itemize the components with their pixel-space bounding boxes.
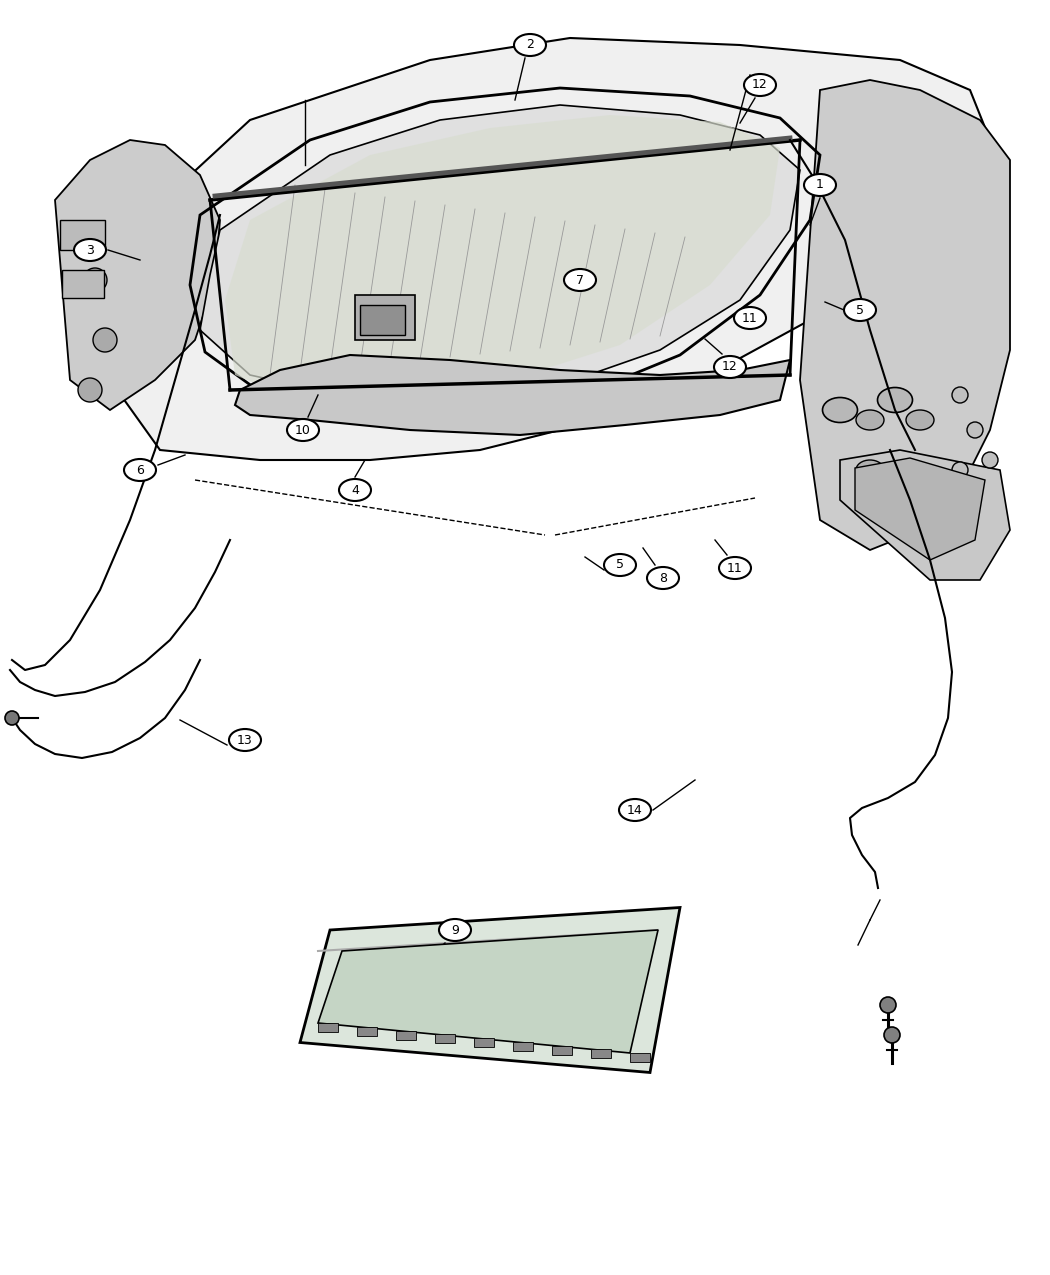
Polygon shape	[300, 908, 680, 1072]
Ellipse shape	[856, 460, 884, 479]
Polygon shape	[840, 450, 1010, 580]
Ellipse shape	[844, 300, 876, 321]
Ellipse shape	[822, 398, 858, 422]
Text: 6: 6	[136, 464, 144, 477]
Polygon shape	[435, 1034, 455, 1043]
Ellipse shape	[604, 555, 636, 576]
Text: 14: 14	[627, 803, 643, 816]
Ellipse shape	[124, 459, 156, 481]
Circle shape	[83, 268, 107, 292]
Text: 11: 11	[742, 311, 758, 325]
Text: 8: 8	[659, 571, 667, 584]
Text: 10: 10	[295, 423, 311, 436]
Ellipse shape	[906, 411, 934, 430]
Text: 3: 3	[86, 244, 93, 256]
Polygon shape	[55, 140, 220, 411]
Text: 1: 1	[816, 179, 824, 191]
Circle shape	[884, 1026, 900, 1043]
Polygon shape	[855, 458, 985, 560]
Ellipse shape	[339, 479, 371, 501]
Ellipse shape	[229, 729, 261, 751]
Text: 5: 5	[616, 558, 624, 571]
FancyBboxPatch shape	[360, 305, 405, 335]
Circle shape	[93, 328, 117, 352]
Circle shape	[952, 462, 968, 478]
Polygon shape	[591, 1049, 611, 1058]
Ellipse shape	[744, 74, 776, 96]
Polygon shape	[800, 80, 1010, 550]
Ellipse shape	[620, 799, 651, 821]
Text: 4: 4	[351, 483, 359, 496]
Polygon shape	[100, 38, 990, 460]
Ellipse shape	[287, 419, 319, 441]
Ellipse shape	[719, 557, 751, 579]
Ellipse shape	[647, 567, 679, 589]
Polygon shape	[355, 295, 415, 340]
Ellipse shape	[734, 307, 766, 329]
Circle shape	[5, 711, 19, 725]
Polygon shape	[235, 354, 790, 435]
Text: 13: 13	[237, 733, 253, 746]
Ellipse shape	[514, 34, 546, 56]
Polygon shape	[552, 1046, 572, 1054]
Ellipse shape	[74, 238, 106, 261]
Circle shape	[880, 997, 896, 1014]
Polygon shape	[200, 105, 800, 400]
Ellipse shape	[804, 173, 836, 196]
Polygon shape	[318, 1023, 338, 1031]
Polygon shape	[318, 929, 658, 1053]
Circle shape	[78, 377, 102, 402]
Polygon shape	[630, 1053, 650, 1062]
Circle shape	[982, 453, 997, 468]
Ellipse shape	[856, 411, 884, 430]
Text: 7: 7	[576, 274, 584, 287]
Text: 12: 12	[722, 361, 738, 374]
FancyBboxPatch shape	[60, 221, 105, 250]
Polygon shape	[474, 1038, 494, 1047]
Polygon shape	[357, 1026, 377, 1035]
Text: 11: 11	[727, 561, 743, 575]
FancyBboxPatch shape	[62, 270, 104, 298]
Circle shape	[952, 388, 968, 403]
Text: 5: 5	[856, 303, 864, 316]
Text: 2: 2	[526, 38, 534, 51]
Ellipse shape	[564, 269, 596, 291]
Polygon shape	[396, 1030, 416, 1039]
Ellipse shape	[439, 919, 471, 941]
Text: 9: 9	[452, 923, 459, 937]
Polygon shape	[225, 115, 780, 400]
Ellipse shape	[714, 356, 745, 377]
Ellipse shape	[878, 388, 912, 413]
Ellipse shape	[906, 479, 934, 500]
Polygon shape	[513, 1042, 533, 1051]
Circle shape	[967, 422, 983, 439]
Text: 12: 12	[752, 79, 768, 92]
